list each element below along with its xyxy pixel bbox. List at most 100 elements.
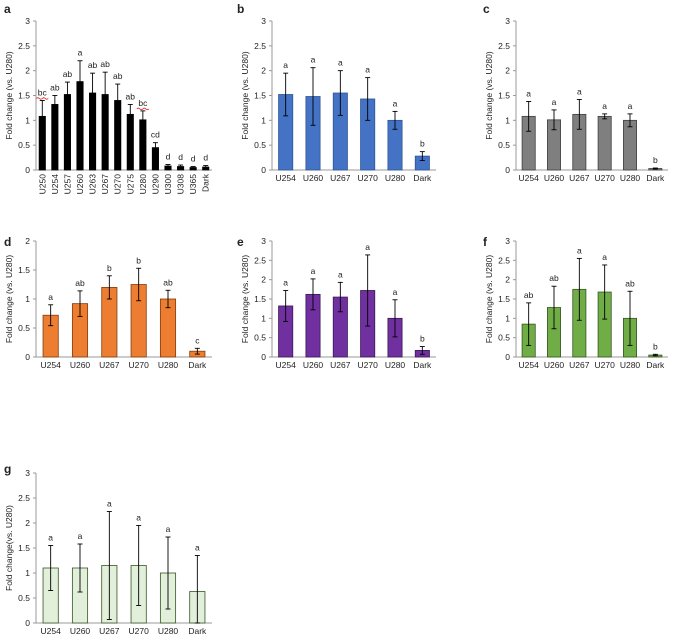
y-axis-title: Fold change (vs. U280) <box>484 255 494 344</box>
category-label: U280 <box>620 173 641 183</box>
panel-letter: b <box>237 2 244 16</box>
y-axis-title: Fold change (vs. U280) <box>4 255 14 344</box>
y-tick-label: 0 <box>505 352 510 362</box>
significance-label: a <box>393 98 398 108</box>
panel-letter: c <box>483 2 490 16</box>
bar <box>597 115 612 171</box>
panel-letter: g <box>4 462 11 476</box>
label-underline <box>35 97 49 100</box>
category-label: U254 <box>50 174 60 195</box>
significance-label: b <box>653 341 658 351</box>
significance-label: a <box>365 65 370 75</box>
panel-g: g 0 0.5 1 1.5 2 2.5 3 Fold change(vs. U280) a U254… <box>4 462 212 636</box>
category-label: U260 <box>303 173 324 183</box>
category-label: U267 <box>99 626 120 636</box>
y-tick-label: 1.5 <box>18 91 30 101</box>
significance-label: a <box>283 277 288 287</box>
significance-label: ab <box>524 290 534 300</box>
y-tick-label: 1.5 <box>18 265 30 275</box>
y-tick-label: 1 <box>505 313 510 323</box>
category-label: U270 <box>129 360 150 370</box>
category-label: Dark <box>201 173 211 192</box>
category-label: U260 <box>75 174 85 195</box>
y-tick-label: 0 <box>25 618 30 628</box>
panel-c: c 0 0.5 1 1.5 2 2.5 3 Fold change (vs. U280) a U25… <box>483 2 668 183</box>
category-label: U267 <box>569 360 590 370</box>
y-tick-label: 2 <box>25 518 30 528</box>
category-label: U254 <box>276 360 297 370</box>
significance-label: b <box>653 155 658 165</box>
y-axis-title: Fold change (vs. U280) <box>4 51 14 140</box>
y-tick-label: 2 <box>25 236 30 246</box>
significance-label: cd <box>151 130 160 140</box>
significance-label: a <box>602 252 607 262</box>
significance-label: ab <box>113 71 123 81</box>
category-label: U365 <box>188 174 198 195</box>
panel-letter: a <box>4 2 11 16</box>
category-label: U267 <box>99 360 120 370</box>
y-tick-label: 1 <box>25 568 30 578</box>
category-label: U257 <box>62 174 72 195</box>
significance-label: a <box>628 101 633 111</box>
y-tick-label: 3 <box>261 16 266 26</box>
significance-label: ab <box>50 83 60 93</box>
significance-label: ab <box>100 59 110 69</box>
category-label: U267 <box>100 174 110 195</box>
y-tick-label: 2 <box>261 66 266 76</box>
significance-label: c <box>195 335 200 345</box>
category-label: Dark <box>413 360 432 370</box>
category-label: U270 <box>595 173 616 183</box>
category-label: U254 <box>41 360 62 370</box>
y-tick-label: 3 <box>261 236 266 246</box>
panel-letter: e <box>237 235 244 249</box>
significance-label: a <box>526 88 531 98</box>
significance-label: a <box>166 524 171 534</box>
category-label: Dark <box>646 360 665 370</box>
significance-label: ab <box>126 91 136 101</box>
category-label: U254 <box>276 173 297 183</box>
y-tick-label: 2.5 <box>498 255 510 265</box>
category-label: U280 <box>385 173 406 183</box>
category-label: U280 <box>385 360 406 370</box>
category-label: U270 <box>358 173 379 183</box>
y-tick-label: 0 <box>261 352 266 362</box>
y-tick-label: 2.5 <box>254 255 266 265</box>
y-tick-label: 0 <box>261 165 266 175</box>
y-tick-label: 0.5 <box>18 593 30 603</box>
category-label: U260 <box>544 360 565 370</box>
significance-label: a <box>48 533 53 543</box>
category-label: U270 <box>595 360 616 370</box>
y-tick-label: 2.5 <box>498 41 510 51</box>
y-tick-label: 0.5 <box>254 333 266 343</box>
y-axis-title: Fold change (vs. U280) <box>240 255 250 344</box>
category-label: U280 <box>620 360 641 370</box>
significance-label: a <box>78 531 83 541</box>
significance-label: bc <box>138 98 148 108</box>
category-label: U267 <box>569 173 590 183</box>
significance-label: a <box>311 266 316 276</box>
y-axis-title: Fold change (vs. U280) <box>484 51 494 140</box>
y-tick-label: 3 <box>25 468 30 478</box>
category-label: Dark <box>413 173 432 183</box>
significance-label: a <box>577 245 582 255</box>
category-label: U254 <box>519 173 540 183</box>
category-label: U280 <box>158 360 179 370</box>
y-tick-label: 2.5 <box>254 41 266 51</box>
significance-label: d <box>203 153 208 163</box>
y-tick-label: 0 <box>505 165 510 175</box>
y-tick-label: 0.5 <box>498 140 510 150</box>
y-tick-label: 2.5 <box>18 41 30 51</box>
y-tick-label: 3 <box>25 16 30 26</box>
significance-label: a <box>136 513 141 523</box>
panel-letter: d <box>4 235 11 249</box>
panel-a: a 0 0.5 1 1.5 2 2.5 3 Fold change (vs. U280) bc U2… <box>4 2 212 194</box>
y-tick-label: 0.5 <box>18 140 30 150</box>
y-tick-label: 1 <box>261 313 266 323</box>
y-tick-label: 2 <box>505 66 510 76</box>
significance-label: ab <box>75 278 85 288</box>
category-label: U280 <box>158 626 179 636</box>
significance-label: a <box>602 101 607 111</box>
category-label: U263 <box>88 174 98 195</box>
category-label: U260 <box>70 626 91 636</box>
